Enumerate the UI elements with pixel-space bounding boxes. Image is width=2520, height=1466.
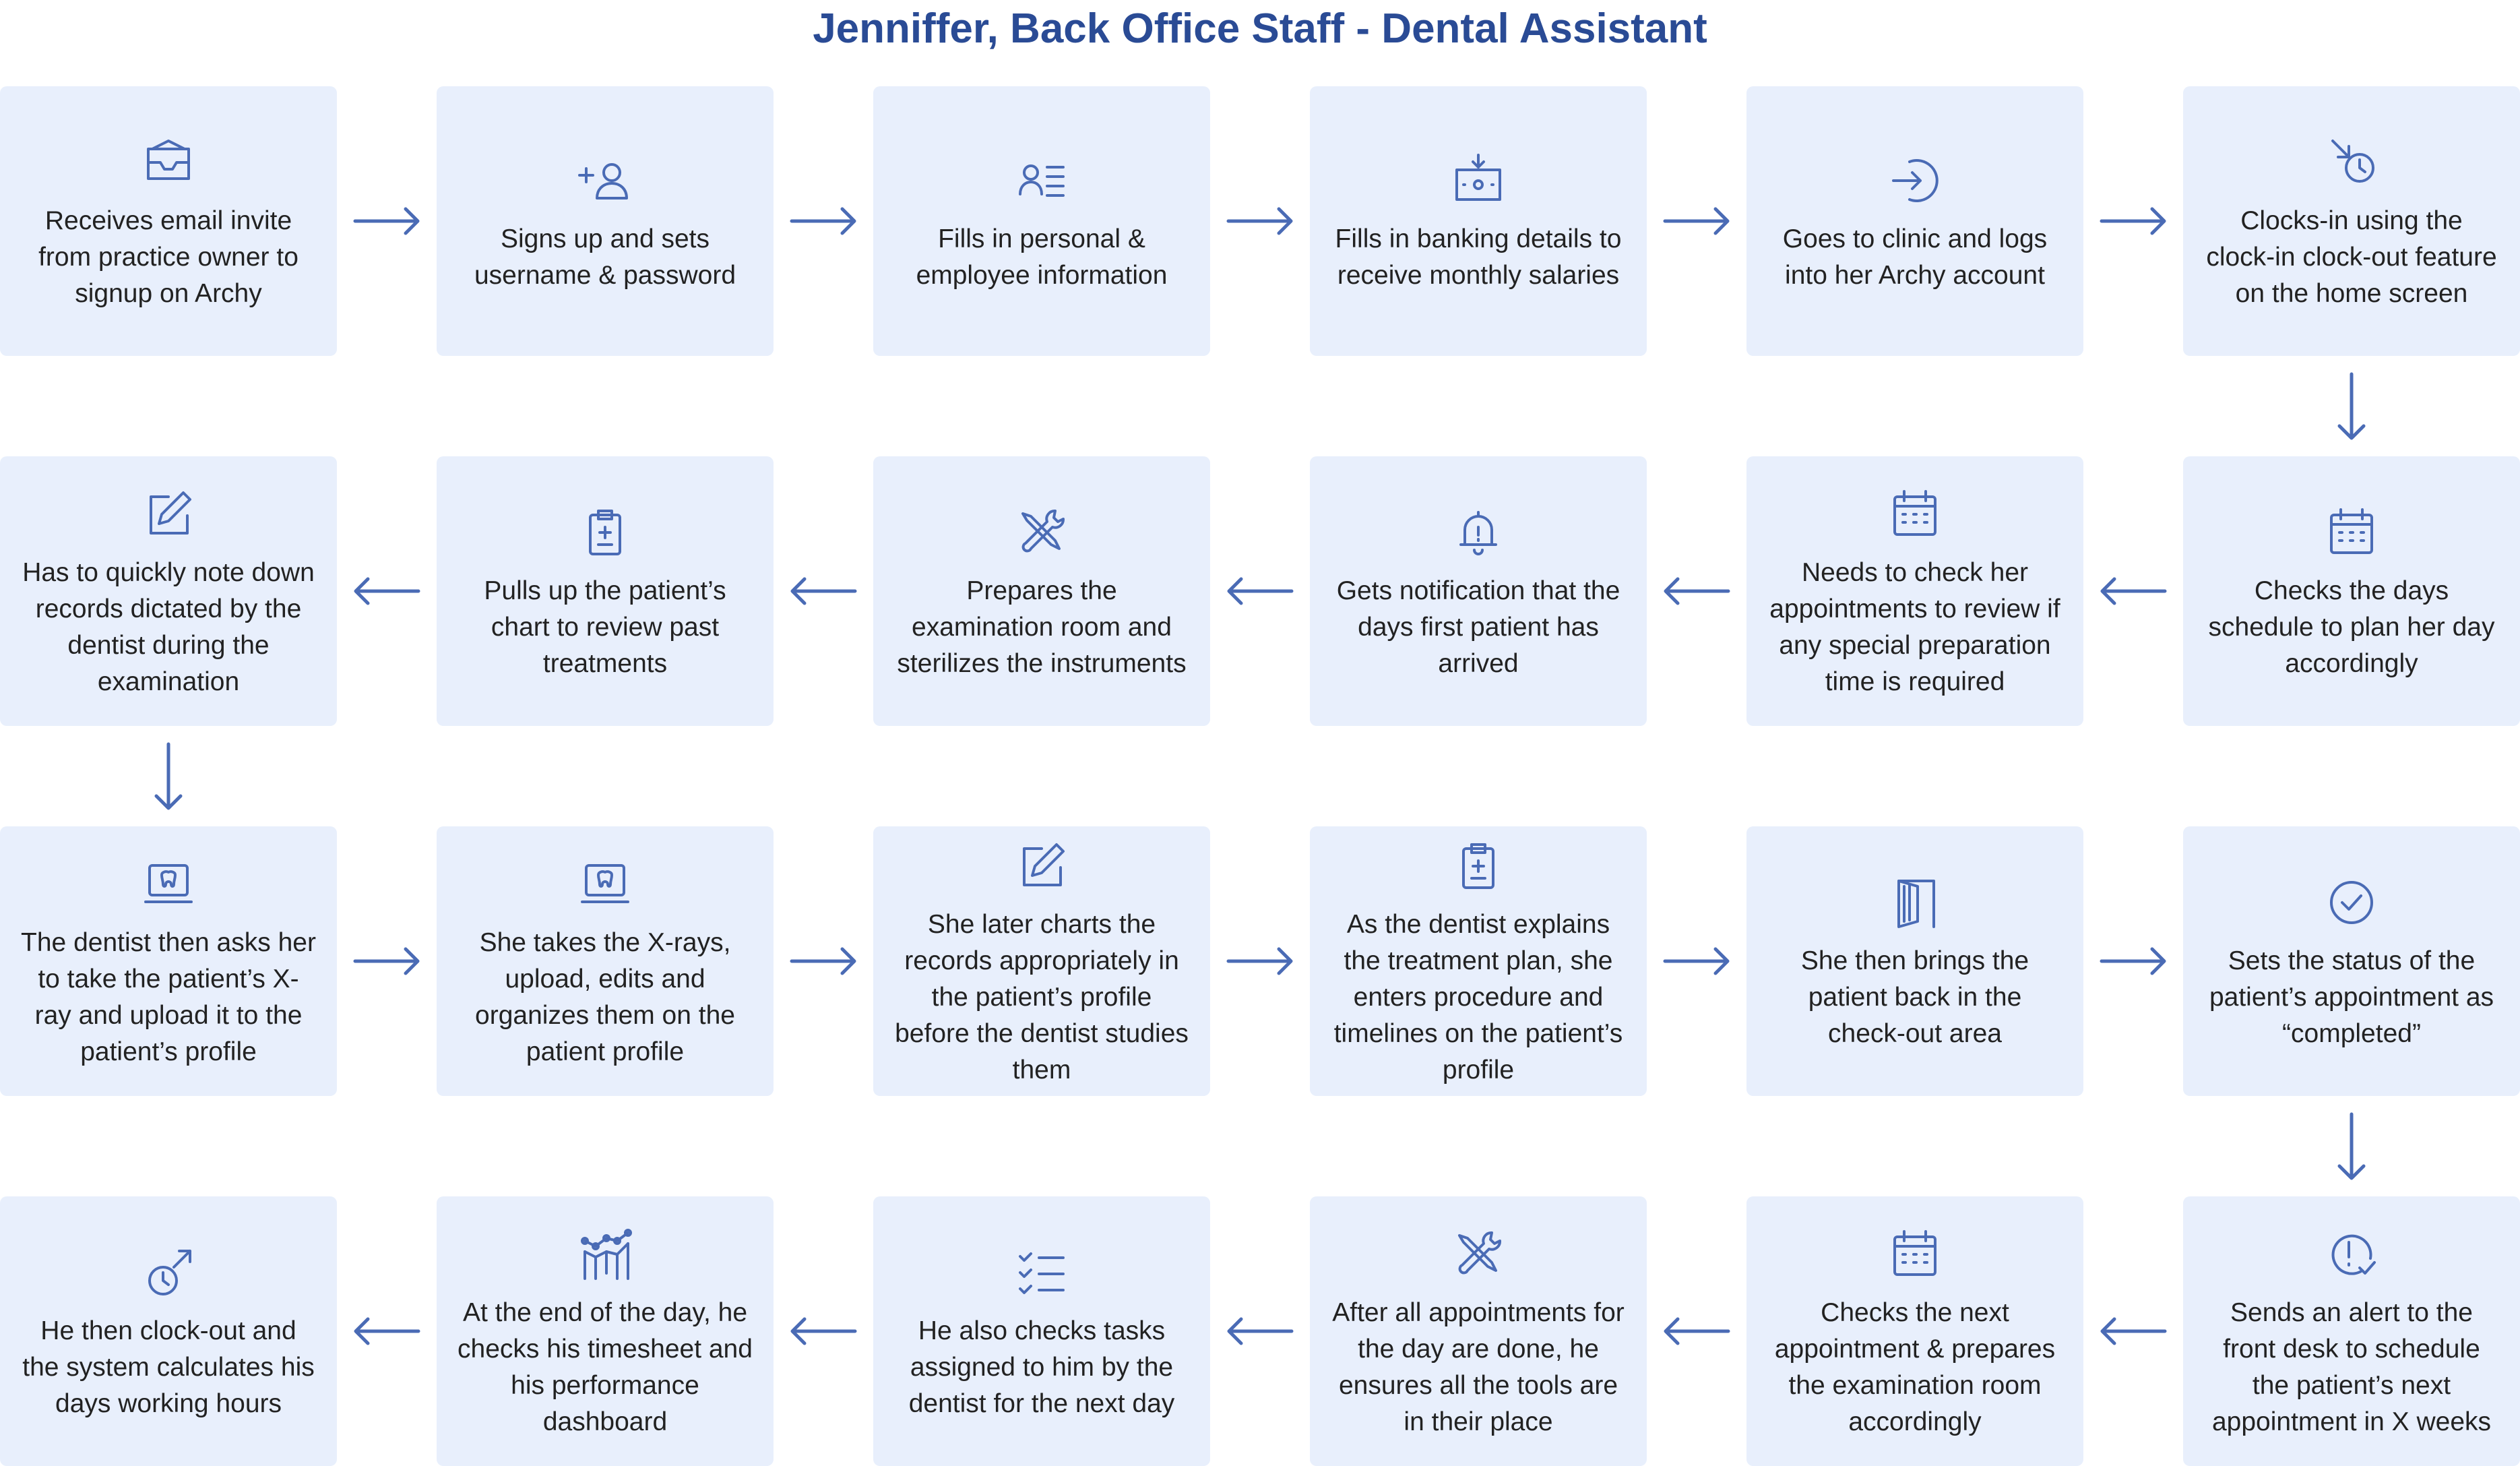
step-label: She later charts the records appropriate…: [895, 910, 1189, 1085]
step-label: Checks the next appointment & prepares t…: [1774, 1298, 2056, 1436]
check-circle-icon: [2319, 870, 2384, 935]
step-card: Goes to clinic and logs into her Archy a…: [1746, 86, 2083, 356]
step-label: Pulls up the patient’s chart to review p…: [484, 576, 726, 678]
step-card: She takes the X-rays, upload, edits and …: [437, 826, 774, 1096]
flow-arrow-right: [1226, 941, 1294, 981]
step-card: After all appointments for the day are d…: [1310, 1196, 1647, 1466]
flow-arrow-right: [790, 201, 857, 241]
step-label: She then brings the patient back in the …: [1800, 946, 2029, 1048]
step-card: Fills in personal & employee information: [873, 86, 1210, 356]
step-card: She later charts the records appropriate…: [873, 826, 1210, 1096]
step-label: Sends an alert to the front desk to sche…: [2211, 1298, 2492, 1436]
calendar-icon: [1883, 482, 1947, 547]
bell-icon: [1446, 500, 1511, 565]
alert-icon: [2319, 1222, 2384, 1287]
step-label: At the end of the day, he checks his tim…: [458, 1298, 753, 1436]
flow-arrow-left: [1226, 1311, 1294, 1351]
step-card: Sets the status of the patient’s appoint…: [2183, 826, 2520, 1096]
flow-arrow-right: [353, 941, 420, 981]
step-card: Has to quickly note down records dictate…: [0, 456, 337, 726]
step-card: The dentist then asks her to take the pa…: [0, 826, 337, 1096]
clipboard-icon: [573, 500, 637, 565]
clock-out-icon: [136, 1240, 201, 1305]
step-label: She takes the X-rays, upload, edits and …: [475, 928, 735, 1066]
flow-arrow-left: [353, 1311, 420, 1351]
add-user-icon: [573, 148, 637, 213]
flow-arrow-right: [2100, 201, 2167, 241]
tools-icon: [1446, 1222, 1511, 1287]
calendar-icon: [1883, 1222, 1947, 1287]
step-label: Prepares the examination room and steril…: [897, 576, 1187, 678]
step-label: Signs up and sets username & password: [474, 224, 736, 290]
step-card: As the dentist explains the treatment pl…: [1310, 826, 1647, 1096]
flow-arrow-down: [2331, 1112, 2372, 1181]
flow-arrow-left: [2100, 1311, 2167, 1351]
tools-icon: [1009, 500, 1074, 565]
clipboard-icon: [1446, 834, 1511, 898]
step-label: He also checks tasks assigned to him by …: [908, 1316, 1175, 1418]
flow-arrow-right: [2100, 941, 2167, 981]
step-card: At the end of the day, he checks his tim…: [437, 1196, 774, 1466]
step-card: Needs to check her appointments to revie…: [1746, 456, 2083, 726]
step-label: Fills in personal & employee information: [916, 224, 1168, 290]
step-label: Sets the status of the patient’s appoint…: [2209, 946, 2494, 1048]
door-icon: [1883, 870, 1947, 935]
step-card: He also checks tasks assigned to him by …: [873, 1196, 1210, 1466]
flow-arrow-right: [1226, 201, 1294, 241]
page-title: Jenniffer, Back Office Staff - Dental As…: [813, 5, 1707, 52]
step-label: Fills in banking details to receive mont…: [1335, 224, 1622, 290]
flow-arrow-left: [353, 571, 420, 611]
flow-arrow-down: [148, 742, 189, 811]
tooth-laptop-icon: [136, 852, 201, 917]
step-label: After all appointments for the day are d…: [1332, 1298, 1625, 1436]
personal-info-icon: [1009, 148, 1074, 213]
login-icon: [1883, 148, 1947, 213]
step-label: The dentist then asks her to take the pa…: [21, 928, 316, 1066]
email-icon: [136, 130, 201, 195]
chart-icon: [573, 1222, 637, 1287]
step-label: Needs to check her appointments to revie…: [1769, 558, 2060, 696]
step-label: As the dentist explains the treatment pl…: [1333, 910, 1623, 1085]
step-card: Signs up and sets username & password: [437, 86, 774, 356]
step-card: Pulls up the patient’s chart to review p…: [437, 456, 774, 726]
checklist-icon: [1009, 1240, 1074, 1305]
step-card: Clocks-in using the clock-in clock-out f…: [2183, 86, 2520, 356]
edit-icon: [1009, 834, 1074, 898]
clock-in-icon: [2319, 130, 2384, 195]
flow-arrow-down: [2331, 372, 2372, 441]
step-card: Sends an alert to the front desk to sche…: [2183, 1196, 2520, 1466]
step-card: Checks the next appointment & prepares t…: [1746, 1196, 2083, 1466]
banking-icon: [1446, 148, 1511, 213]
step-card: He then clock-out and the system calcula…: [0, 1196, 337, 1466]
calendar-icon: [2319, 500, 2384, 565]
step-label: Clocks-in using the clock-in clock-out f…: [2206, 206, 2497, 308]
step-label: Receives email invite from practice owne…: [38, 206, 298, 308]
flow-arrow-right: [1663, 941, 1730, 981]
step-card: Receives email invite from practice owne…: [0, 86, 337, 356]
flow-arrow-left: [790, 571, 857, 611]
flow-arrow-right: [790, 941, 857, 981]
step-card: Gets notification that the days first pa…: [1310, 456, 1647, 726]
flow-arrow-right: [1663, 201, 1730, 241]
flow-arrow-left: [1663, 1311, 1730, 1351]
step-label: Checks the days schedule to plan her day…: [2208, 576, 2495, 678]
step-label: He then clock-out and the system calcula…: [22, 1316, 315, 1418]
step-label: Goes to clinic and logs into her Archy a…: [1782, 224, 2048, 290]
step-card: She then brings the patient back in the …: [1746, 826, 2083, 1096]
flow-arrow-left: [790, 1311, 857, 1351]
edit-icon: [136, 482, 201, 547]
flow-arrow-right: [353, 201, 420, 241]
step-card: Checks the days schedule to plan her day…: [2183, 456, 2520, 726]
tooth-laptop-icon: [573, 852, 637, 917]
step-label: Gets notification that the days first pa…: [1336, 576, 1620, 678]
flow-arrow-left: [1226, 571, 1294, 611]
step-card: Prepares the examination room and steril…: [873, 456, 1210, 726]
flow-arrow-left: [1663, 571, 1730, 611]
flow-arrow-left: [2100, 571, 2167, 611]
step-card: Fills in banking details to receive mont…: [1310, 86, 1647, 356]
step-label: Has to quickly note down records dictate…: [22, 558, 315, 696]
